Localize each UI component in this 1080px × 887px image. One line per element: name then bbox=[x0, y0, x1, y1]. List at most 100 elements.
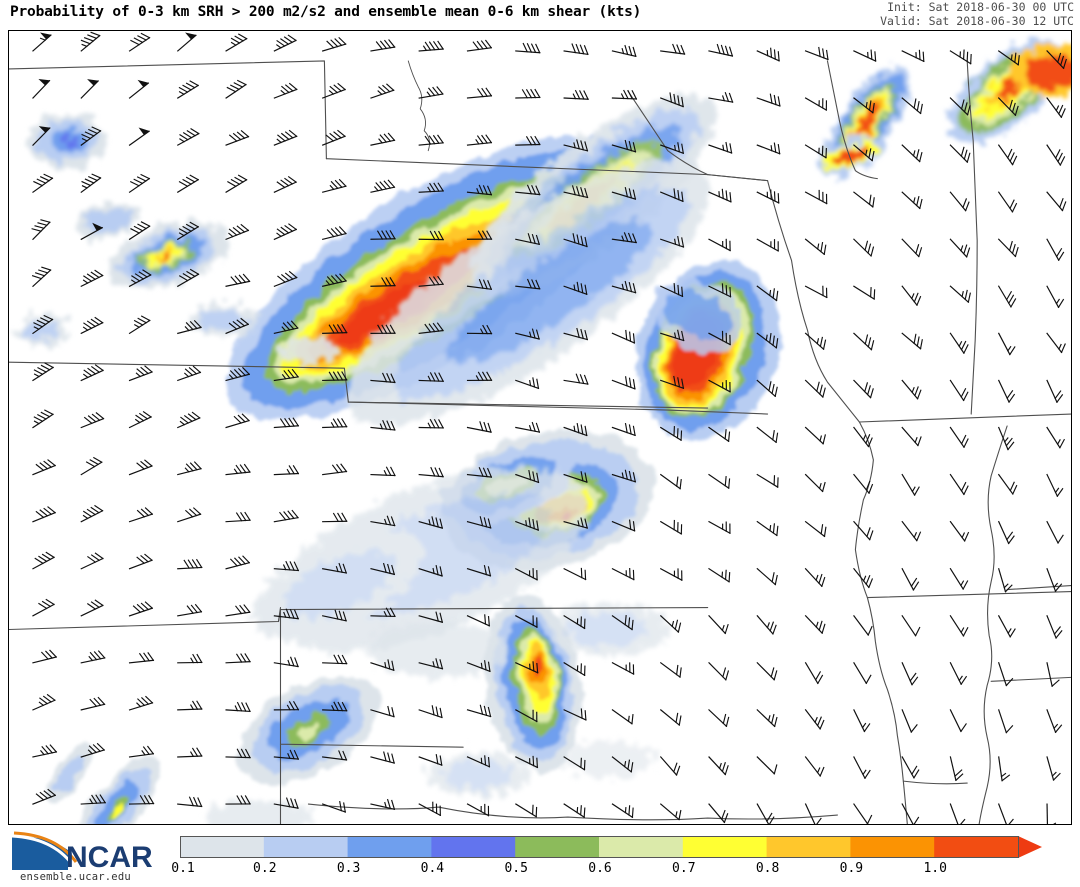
map-panel[interactable] bbox=[8, 30, 1072, 825]
wind-barb bbox=[128, 32, 151, 52]
wind-barb bbox=[370, 798, 396, 810]
probability-shading-layer bbox=[9, 31, 1071, 824]
wind-barb bbox=[853, 97, 875, 114]
wind-barb bbox=[80, 269, 104, 288]
wind-barb bbox=[997, 144, 1018, 166]
wind-barb bbox=[611, 280, 637, 294]
wind-barb bbox=[418, 466, 444, 478]
wind-barb bbox=[1046, 756, 1061, 781]
wind-barb bbox=[659, 614, 682, 633]
wind-barb bbox=[853, 285, 876, 300]
wind-barb bbox=[466, 516, 492, 529]
wind-barb bbox=[128, 315, 151, 335]
wind-barb bbox=[177, 319, 202, 335]
wind-barb bbox=[370, 179, 396, 193]
colorbar-tick: 0.6 bbox=[588, 861, 612, 876]
wind-barb bbox=[949, 473, 969, 496]
wind-barb bbox=[997, 568, 1013, 593]
wind-barb bbox=[176, 80, 199, 99]
wind-barb bbox=[176, 127, 200, 146]
wind-barb bbox=[708, 661, 730, 681]
wind-barb bbox=[225, 317, 250, 335]
wind-barb bbox=[901, 49, 925, 63]
wind-barb bbox=[128, 221, 151, 241]
wind-barb bbox=[515, 42, 541, 54]
colorbar-extend-arrow bbox=[1018, 836, 1042, 858]
wind-barb bbox=[370, 515, 396, 527]
wind-barb bbox=[997, 379, 1016, 403]
wind-barb bbox=[901, 803, 920, 824]
wind-barb bbox=[322, 371, 348, 382]
wind-barb bbox=[80, 650, 106, 664]
wind-barb bbox=[901, 285, 922, 306]
wind-barb bbox=[563, 471, 588, 483]
wind-barb bbox=[804, 567, 826, 588]
wind-barb bbox=[708, 43, 734, 57]
wind-barb bbox=[611, 803, 634, 819]
wind-barb bbox=[708, 188, 732, 203]
wind-barb bbox=[32, 649, 58, 664]
wind-barb bbox=[322, 512, 348, 523]
wind-barb bbox=[804, 285, 828, 299]
wind-barb bbox=[804, 756, 825, 777]
wind-barb bbox=[273, 656, 299, 668]
page-title: Probability of 0-3 km SRH > 200 m2/s2 an… bbox=[10, 4, 642, 20]
wind-barb bbox=[273, 82, 298, 99]
wind-barb bbox=[949, 567, 969, 590]
wind-barb bbox=[708, 614, 729, 635]
wind-barb bbox=[177, 796, 203, 808]
wind-barb bbox=[611, 567, 635, 581]
wind-barb bbox=[949, 379, 969, 402]
wind-barb bbox=[225, 366, 251, 382]
wind-barb bbox=[563, 615, 586, 630]
wind-barb bbox=[997, 238, 1019, 258]
wind-barb bbox=[1046, 191, 1067, 212]
wind-barb bbox=[853, 191, 875, 208]
wind-barb bbox=[128, 652, 155, 664]
wind-barb bbox=[128, 507, 154, 523]
wind-barb bbox=[80, 222, 104, 241]
wind-barb bbox=[563, 708, 587, 721]
wind-barb bbox=[370, 466, 396, 477]
wind-barb bbox=[659, 283, 684, 298]
wind-barb bbox=[515, 803, 538, 818]
wind-barb bbox=[659, 567, 683, 581]
wind-barb bbox=[563, 185, 589, 199]
wind-barb bbox=[466, 803, 490, 817]
wind-barb bbox=[804, 661, 824, 685]
wind-barb bbox=[949, 285, 971, 303]
wind-barb bbox=[418, 275, 444, 287]
wind-barb bbox=[176, 221, 200, 241]
wind-barb bbox=[322, 701, 348, 712]
wind-barb bbox=[708, 379, 731, 393]
wind-barb bbox=[418, 658, 444, 670]
wind-barb bbox=[177, 507, 202, 523]
figure-header: Probability of 0-3 km SRH > 200 m2/s2 an… bbox=[0, 0, 1080, 30]
wind-barb bbox=[1046, 615, 1063, 639]
colorbar-segment bbox=[263, 836, 349, 858]
wind-barb bbox=[225, 604, 251, 617]
wind-barb bbox=[1046, 238, 1065, 262]
wind-barb bbox=[853, 426, 873, 448]
wind-barb bbox=[418, 322, 444, 335]
wind-barb bbox=[128, 745, 155, 758]
colorbar-segment bbox=[934, 836, 1019, 858]
wind-barb bbox=[418, 754, 443, 766]
wind-barb bbox=[659, 709, 682, 726]
wind-barb bbox=[80, 126, 102, 146]
wind-barb bbox=[804, 144, 827, 159]
wind-barb bbox=[128, 365, 153, 382]
wind-barb bbox=[225, 701, 251, 713]
wind-barb bbox=[611, 756, 634, 773]
wind-barb bbox=[273, 509, 299, 523]
wind-barb bbox=[901, 238, 923, 258]
wind-barb-layer bbox=[9, 31, 1071, 824]
wind-barb bbox=[370, 751, 395, 764]
ncar-url[interactable]: ensemble.ucar.edu bbox=[20, 871, 131, 883]
wind-barb bbox=[370, 607, 396, 618]
wind-barb bbox=[756, 803, 775, 824]
wind-barb bbox=[80, 599, 104, 617]
ncar-logo[interactable]: NCAR ensemble.ucar.edu bbox=[6, 830, 166, 884]
wind-barb bbox=[515, 184, 541, 196]
